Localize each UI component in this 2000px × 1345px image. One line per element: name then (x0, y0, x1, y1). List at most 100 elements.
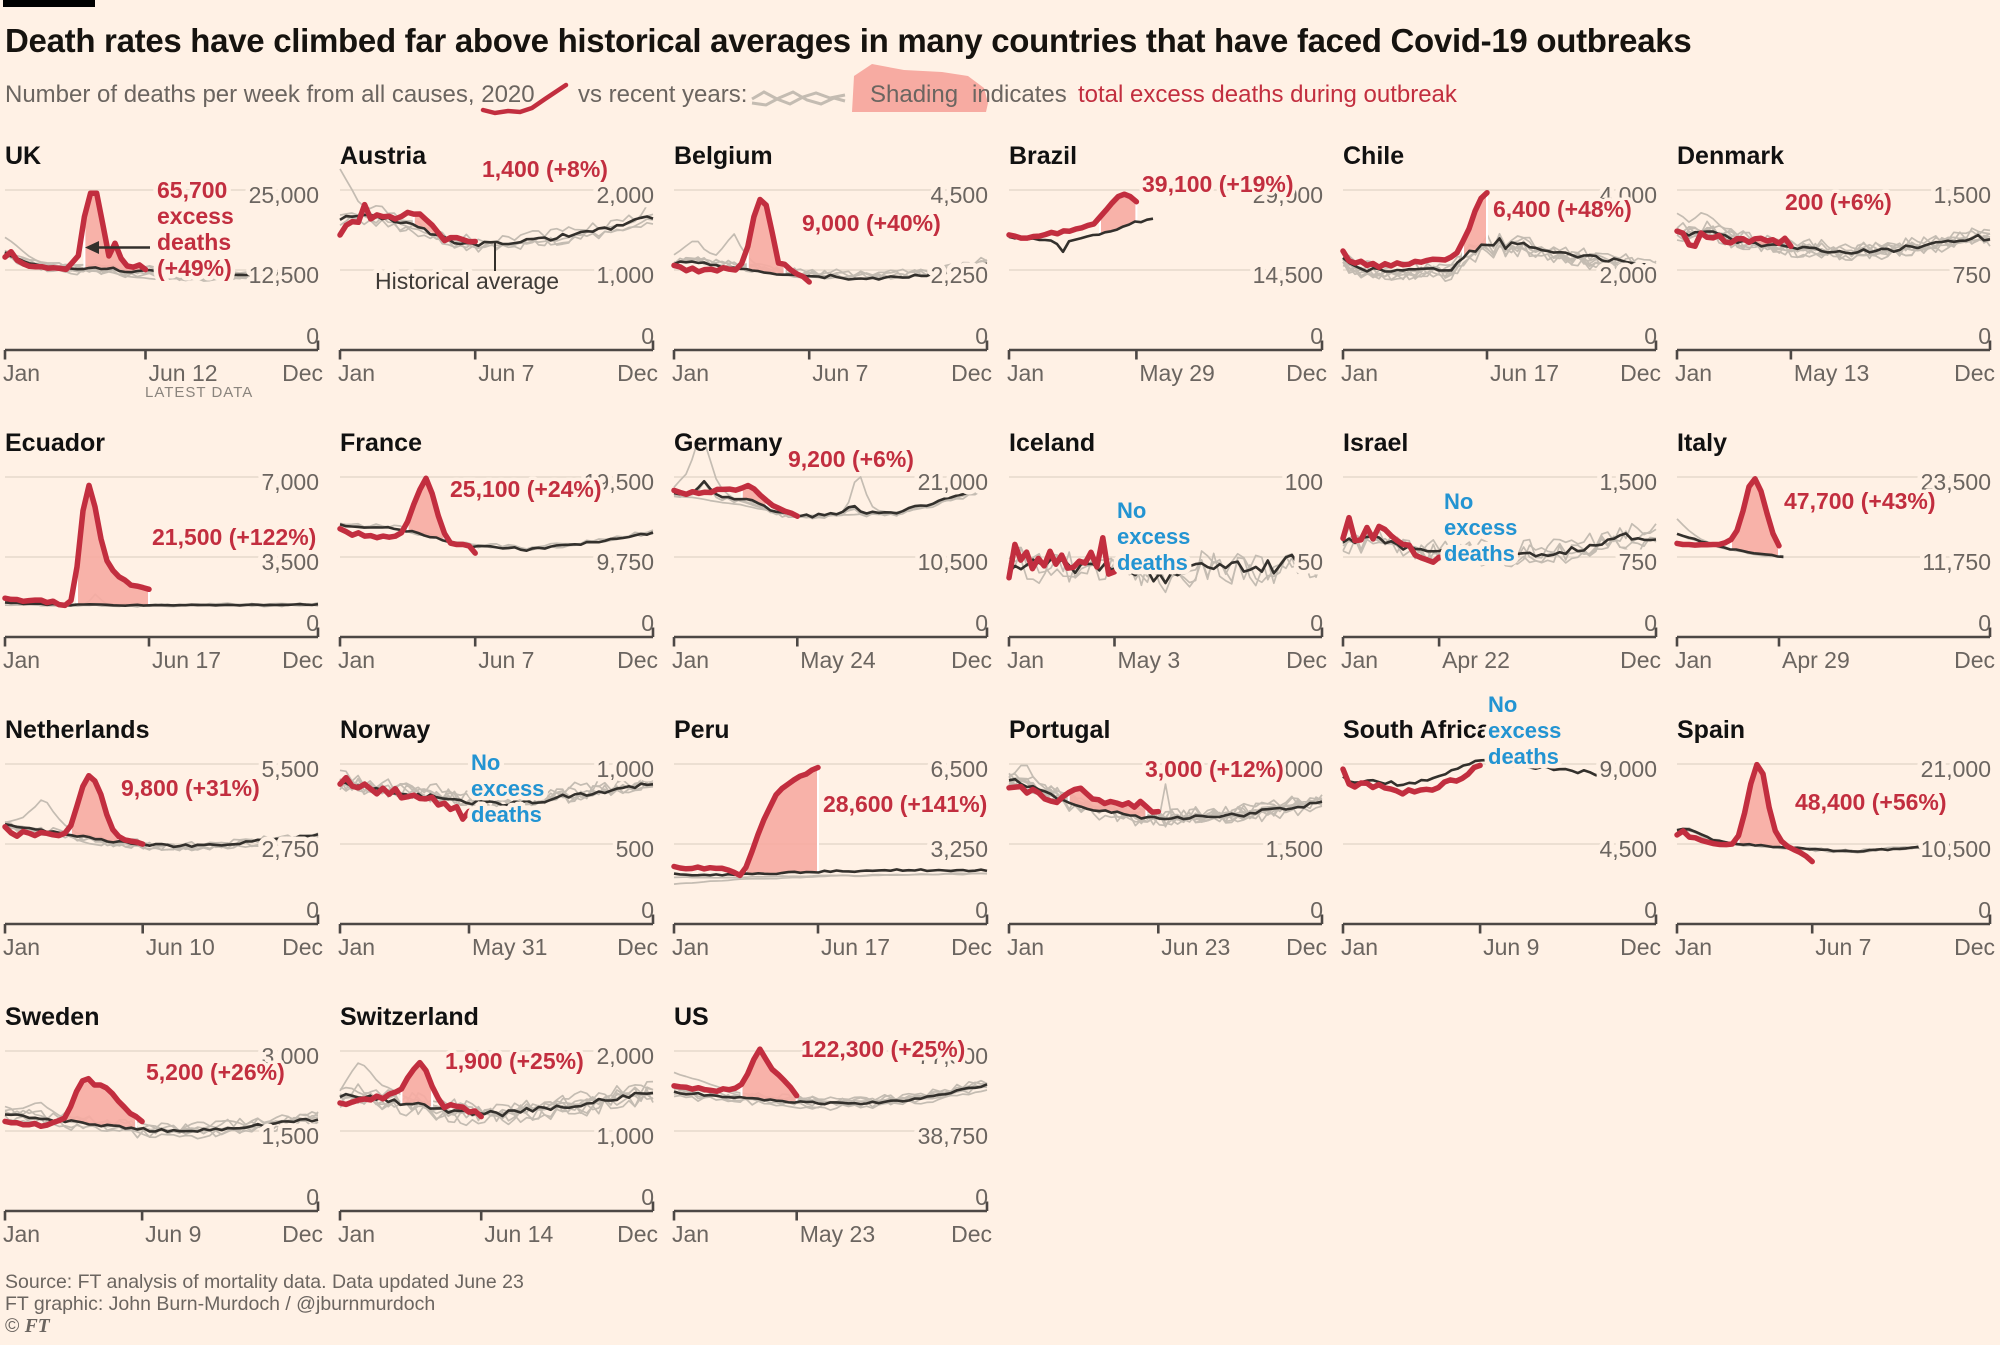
svg-text:Dec: Dec (617, 934, 658, 960)
svg-text:750: 750 (1619, 549, 1657, 575)
svg-text:Dec: Dec (617, 360, 658, 386)
svg-text:23,500: 23,500 (1921, 469, 1991, 495)
svg-text:Jan: Jan (3, 647, 40, 673)
svg-text:11,750: 11,750 (1922, 549, 1991, 575)
svg-text:0: 0 (641, 897, 654, 923)
svg-text:9,200 (+6%): 9,200 (+6%) (788, 446, 914, 472)
svg-text:Jun 7: Jun 7 (812, 360, 868, 386)
svg-text:3,000: 3,000 (261, 1043, 319, 1069)
svg-text:Jun 10: Jun 10 (146, 934, 215, 960)
svg-text:12,500: 12,500 (249, 262, 319, 288)
svg-text:0: 0 (975, 610, 988, 636)
svg-text:0: 0 (1978, 610, 1991, 636)
svg-text:Jun 17: Jun 17 (821, 934, 890, 960)
svg-text:Jun 17: Jun 17 (152, 647, 221, 673)
svg-text:Dec: Dec (951, 1221, 992, 1247)
svg-text:Dec: Dec (617, 1221, 658, 1247)
svg-text:Spain: Spain (1677, 716, 1745, 744)
svg-text:100: 100 (1285, 469, 1323, 495)
svg-text:1,000: 1,000 (596, 1123, 654, 1149)
svg-text:2,750: 2,750 (261, 836, 319, 862)
svg-text:4,000: 4,000 (1599, 182, 1657, 208)
svg-text:5,500: 5,500 (261, 756, 319, 782)
svg-text:Jun 23: Jun 23 (1161, 934, 1230, 960)
svg-text:0: 0 (641, 323, 654, 349)
svg-text:Germany: Germany (674, 429, 782, 457)
svg-text:10,500: 10,500 (918, 549, 988, 575)
svg-text:Jun 7: Jun 7 (478, 360, 534, 386)
svg-text:21,500 (+122%): 21,500 (+122%) (152, 524, 316, 550)
svg-text:0: 0 (641, 610, 654, 636)
svg-text:US: US (674, 1003, 709, 1031)
svg-text:5,200 (+26%): 5,200 (+26%) (146, 1059, 285, 1085)
svg-text:Jun 9: Jun 9 (1483, 934, 1539, 960)
svg-text:Jan: Jan (1675, 360, 1712, 386)
svg-text:May 31: May 31 (472, 934, 547, 960)
svg-text:Jan: Jan (3, 1221, 40, 1247)
svg-text:Sweden: Sweden (5, 1003, 99, 1031)
svg-text:Dec: Dec (1620, 360, 1661, 386)
svg-text:48,400 (+56%): 48,400 (+56%) (1795, 789, 1947, 815)
svg-text:21,000: 21,000 (918, 469, 988, 495)
svg-text:3,000 (+12%): 3,000 (+12%) (1145, 756, 1284, 782)
svg-text:deaths: deaths (157, 229, 231, 255)
svg-text:Jun 14: Jun 14 (484, 1221, 553, 1247)
svg-text:Jan: Jan (1007, 934, 1044, 960)
svg-text:Historical average: Historical average (375, 268, 559, 294)
svg-text:1,400 (+8%): 1,400 (+8%) (482, 156, 608, 182)
svg-text:No: No (1117, 498, 1146, 523)
svg-text:38,750: 38,750 (918, 1123, 988, 1149)
svg-text:Italy: Italy (1677, 429, 1727, 457)
svg-text:Jun 7: Jun 7 (478, 647, 534, 673)
svg-text:1,500: 1,500 (1599, 469, 1657, 495)
svg-text:total excess deaths during out: total excess deaths during outbreak (1078, 81, 1458, 108)
svg-text:9,000: 9,000 (1599, 756, 1657, 782)
svg-text:65,700: 65,700 (157, 177, 227, 203)
svg-text:7,000: 7,000 (261, 469, 319, 495)
svg-text:South Africa: South Africa (1343, 716, 1492, 744)
svg-text:(+49%): (+49%) (157, 255, 232, 281)
svg-text:deaths: deaths (1488, 744, 1559, 769)
svg-text:Jan: Jan (1341, 647, 1378, 673)
svg-text:4,500: 4,500 (930, 182, 988, 208)
svg-text:Jan: Jan (672, 647, 709, 673)
svg-text:Dec: Dec (1620, 934, 1661, 960)
svg-text:200 (+6%): 200 (+6%) (1785, 189, 1892, 215)
svg-text:deaths: deaths (1444, 541, 1515, 566)
svg-text:500: 500 (616, 836, 654, 862)
svg-text:Dec: Dec (282, 934, 323, 960)
svg-text:Portugal: Portugal (1009, 716, 1110, 744)
svg-text:25,000: 25,000 (249, 182, 319, 208)
svg-text:© FT: © FT (5, 1315, 51, 1337)
svg-text:6,500: 6,500 (930, 756, 988, 782)
svg-text:Chile: Chile (1343, 142, 1404, 170)
svg-text:Jan: Jan (3, 934, 40, 960)
svg-text:0: 0 (1310, 323, 1323, 349)
svg-text:Jan: Jan (1341, 360, 1378, 386)
svg-text:UK: UK (5, 142, 41, 170)
svg-text:Ecuador: Ecuador (5, 429, 105, 457)
svg-text:14,500: 14,500 (1253, 262, 1323, 288)
svg-text:3,000: 3,000 (1265, 756, 1323, 782)
svg-text:LATEST DATA: LATEST DATA (145, 384, 253, 401)
svg-text:deaths: deaths (471, 802, 542, 827)
svg-text:47,700 (+43%): 47,700 (+43%) (1784, 488, 1936, 514)
svg-text:Apr 29: Apr 29 (1782, 647, 1850, 673)
svg-text:Dec: Dec (1286, 934, 1327, 960)
svg-text:Dec: Dec (617, 647, 658, 673)
svg-text:Dec: Dec (1954, 934, 1995, 960)
svg-text:Israel: Israel (1343, 429, 1408, 457)
svg-text:1,000: 1,000 (596, 262, 654, 288)
svg-text:0: 0 (1644, 897, 1657, 923)
svg-text:0: 0 (1978, 323, 1991, 349)
svg-text:No: No (1488, 692, 1517, 717)
svg-text:Brazil: Brazil (1009, 142, 1077, 170)
svg-text:1,900 (+25%): 1,900 (+25%) (445, 1048, 584, 1074)
svg-text:excess: excess (157, 203, 234, 229)
svg-text:May 3: May 3 (1118, 647, 1181, 673)
svg-text:No: No (1444, 489, 1473, 514)
svg-text:Source: FT analysis of mortali: Source: FT analysis of mortality data. D… (5, 1271, 524, 1293)
svg-text:750: 750 (1953, 262, 1991, 288)
svg-text:Jan: Jan (1007, 647, 1044, 673)
svg-text:0: 0 (1644, 323, 1657, 349)
